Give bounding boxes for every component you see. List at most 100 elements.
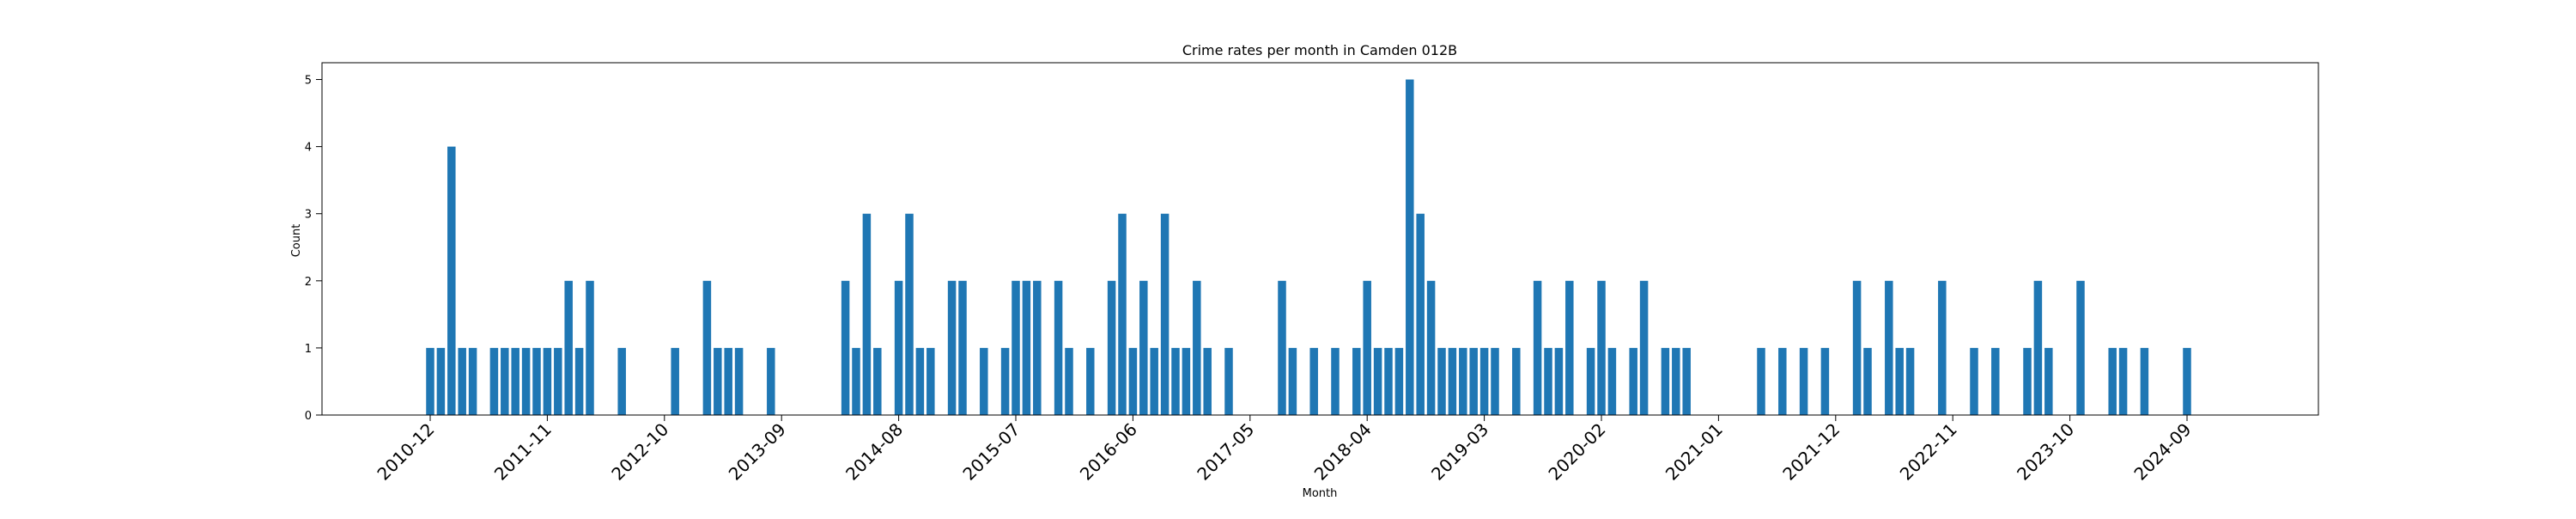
bar-2021-11 — [1820, 347, 1830, 415]
bars-group — [426, 79, 2191, 416]
bar-2012-03 — [586, 280, 594, 415]
bar-2015-07 — [1012, 280, 1020, 415]
bar-2013-03 — [714, 347, 722, 415]
x-tick-label: 2011-11 — [490, 419, 556, 485]
bar-2014-04 — [852, 347, 860, 415]
x-tick-label: 2022-11 — [1896, 419, 1961, 485]
x-tick-label: 2021-01 — [1662, 419, 1727, 485]
bar-2016-12 — [1193, 280, 1201, 415]
bar-2018-03 — [1352, 347, 1361, 415]
x-tick-label: 2023-10 — [2013, 419, 2078, 485]
bar-2019-02 — [1469, 347, 1478, 415]
x-tick-label: 2020-02 — [1544, 419, 1609, 485]
bar-2015-06 — [1000, 347, 1010, 415]
bar-2024-02 — [2108, 347, 2117, 415]
bar-2018-07 — [1394, 347, 1404, 415]
x-tick-label: 2010-12 — [373, 419, 438, 485]
x-tick-label: 2012-10 — [607, 419, 672, 485]
bar-2021-07 — [1778, 347, 1787, 415]
y-axis-ticks: 0 1 2 3 4 5 — [305, 75, 322, 423]
bar-2012-01 — [564, 280, 573, 415]
bar-2022-02 — [1852, 280, 1862, 415]
bar-2012-06 — [617, 347, 626, 415]
bar-2011-10 — [532, 347, 541, 415]
x-tick-label: 2016-06 — [1076, 419, 1141, 485]
bar-2012-11 — [671, 347, 679, 415]
bar-2016-06 — [1128, 347, 1138, 415]
bar-2020-06 — [1639, 280, 1649, 415]
bar-2011-02 — [447, 146, 456, 415]
bar-2017-09 — [1288, 347, 1297, 415]
x-tick-label: 2021-12 — [1778, 419, 1844, 485]
bar-2022-05 — [1885, 280, 1893, 415]
bar-2018-08 — [1406, 79, 1414, 416]
bar-2022-10 — [1938, 280, 1947, 415]
bar-2014-08 — [894, 280, 903, 415]
bar-2014-11 — [927, 347, 935, 415]
bar-2022-06 — [1895, 347, 1904, 415]
x-tick-label: 2015-07 — [958, 419, 1024, 485]
bar-2019-04 — [1491, 347, 1499, 415]
bar-2018-10 — [1426, 280, 1436, 415]
bar-2011-06 — [489, 347, 499, 415]
bar-2024-05 — [2140, 347, 2149, 415]
bar-2011-07 — [501, 347, 509, 415]
bar-2014-06 — [873, 347, 882, 415]
bar-2020-01 — [1586, 347, 1595, 415]
bar-2019-01 — [1459, 347, 1467, 415]
bar-2018-12 — [1448, 347, 1457, 415]
bar-2011-04 — [468, 347, 477, 415]
bar-2015-04 — [980, 347, 988, 415]
x-tick-label: 2014-08 — [841, 419, 907, 485]
x-tick-label: 2024-09 — [2129, 419, 2195, 485]
bar-2011-09 — [521, 347, 531, 415]
x-axis-label: Month — [1303, 487, 1338, 500]
y-tick-label: 5 — [305, 75, 312, 88]
bar-2019-03 — [1479, 347, 1489, 415]
bar-2021-05 — [1757, 347, 1765, 415]
bar-2023-07 — [2033, 280, 2043, 415]
bar-2023-03 — [1991, 347, 2000, 415]
bar-2013-02 — [702, 280, 712, 415]
x-tick-label: 2018-04 — [1310, 419, 1376, 485]
bar-2019-11 — [1565, 280, 1574, 415]
bar-2010-12 — [426, 347, 434, 415]
bar-2022-07 — [1905, 347, 1915, 415]
bar-2017-08 — [1278, 280, 1286, 415]
bar-2018-04 — [1363, 280, 1371, 415]
bar-2019-10 — [1554, 347, 1564, 415]
bar-2017-11 — [1309, 347, 1318, 415]
bar-2017-01 — [1203, 347, 1212, 415]
bar-2016-10 — [1171, 347, 1180, 415]
plot-area-frame — [321, 62, 2319, 416]
bar-2016-08 — [1150, 347, 1158, 415]
x-tick-label: 2013-09 — [725, 419, 790, 485]
bar-2020-10 — [1682, 347, 1691, 415]
x-tick-label: 2019-03 — [1427, 419, 1492, 485]
bar-2014-10 — [915, 347, 925, 415]
y-tick-label: 4 — [305, 142, 312, 155]
bar-2022-03 — [1863, 347, 1872, 415]
bar-2020-02 — [1597, 280, 1606, 415]
bar-2013-04 — [724, 347, 732, 415]
bar-2015-09 — [1033, 280, 1042, 415]
bar-2018-06 — [1384, 347, 1393, 415]
bar-2023-01 — [1970, 347, 1978, 415]
bar-2019-09 — [1544, 347, 1552, 415]
bar-2015-02 — [958, 280, 967, 415]
bar-2015-08 — [1022, 280, 1031, 415]
bar-2018-11 — [1437, 347, 1446, 415]
bar-2018-09 — [1416, 213, 1425, 415]
bar-2016-11 — [1182, 347, 1191, 415]
bar-2013-08 — [767, 347, 775, 415]
bar-2019-06 — [1512, 347, 1521, 415]
bar-2014-05 — [862, 213, 872, 415]
bar-2016-05 — [1118, 213, 1127, 415]
x-axis-ticks: 2010-12 2011-11 2012-10 2013-09 2014-08 2015-… — [373, 415, 2196, 485]
bar-2012-02 — [574, 347, 584, 415]
bar-2023-08 — [2044, 347, 2053, 415]
bar-2016-02 — [1086, 347, 1095, 415]
bar-2011-11 — [543, 347, 552, 415]
bar-2024-09 — [2183, 347, 2191, 415]
